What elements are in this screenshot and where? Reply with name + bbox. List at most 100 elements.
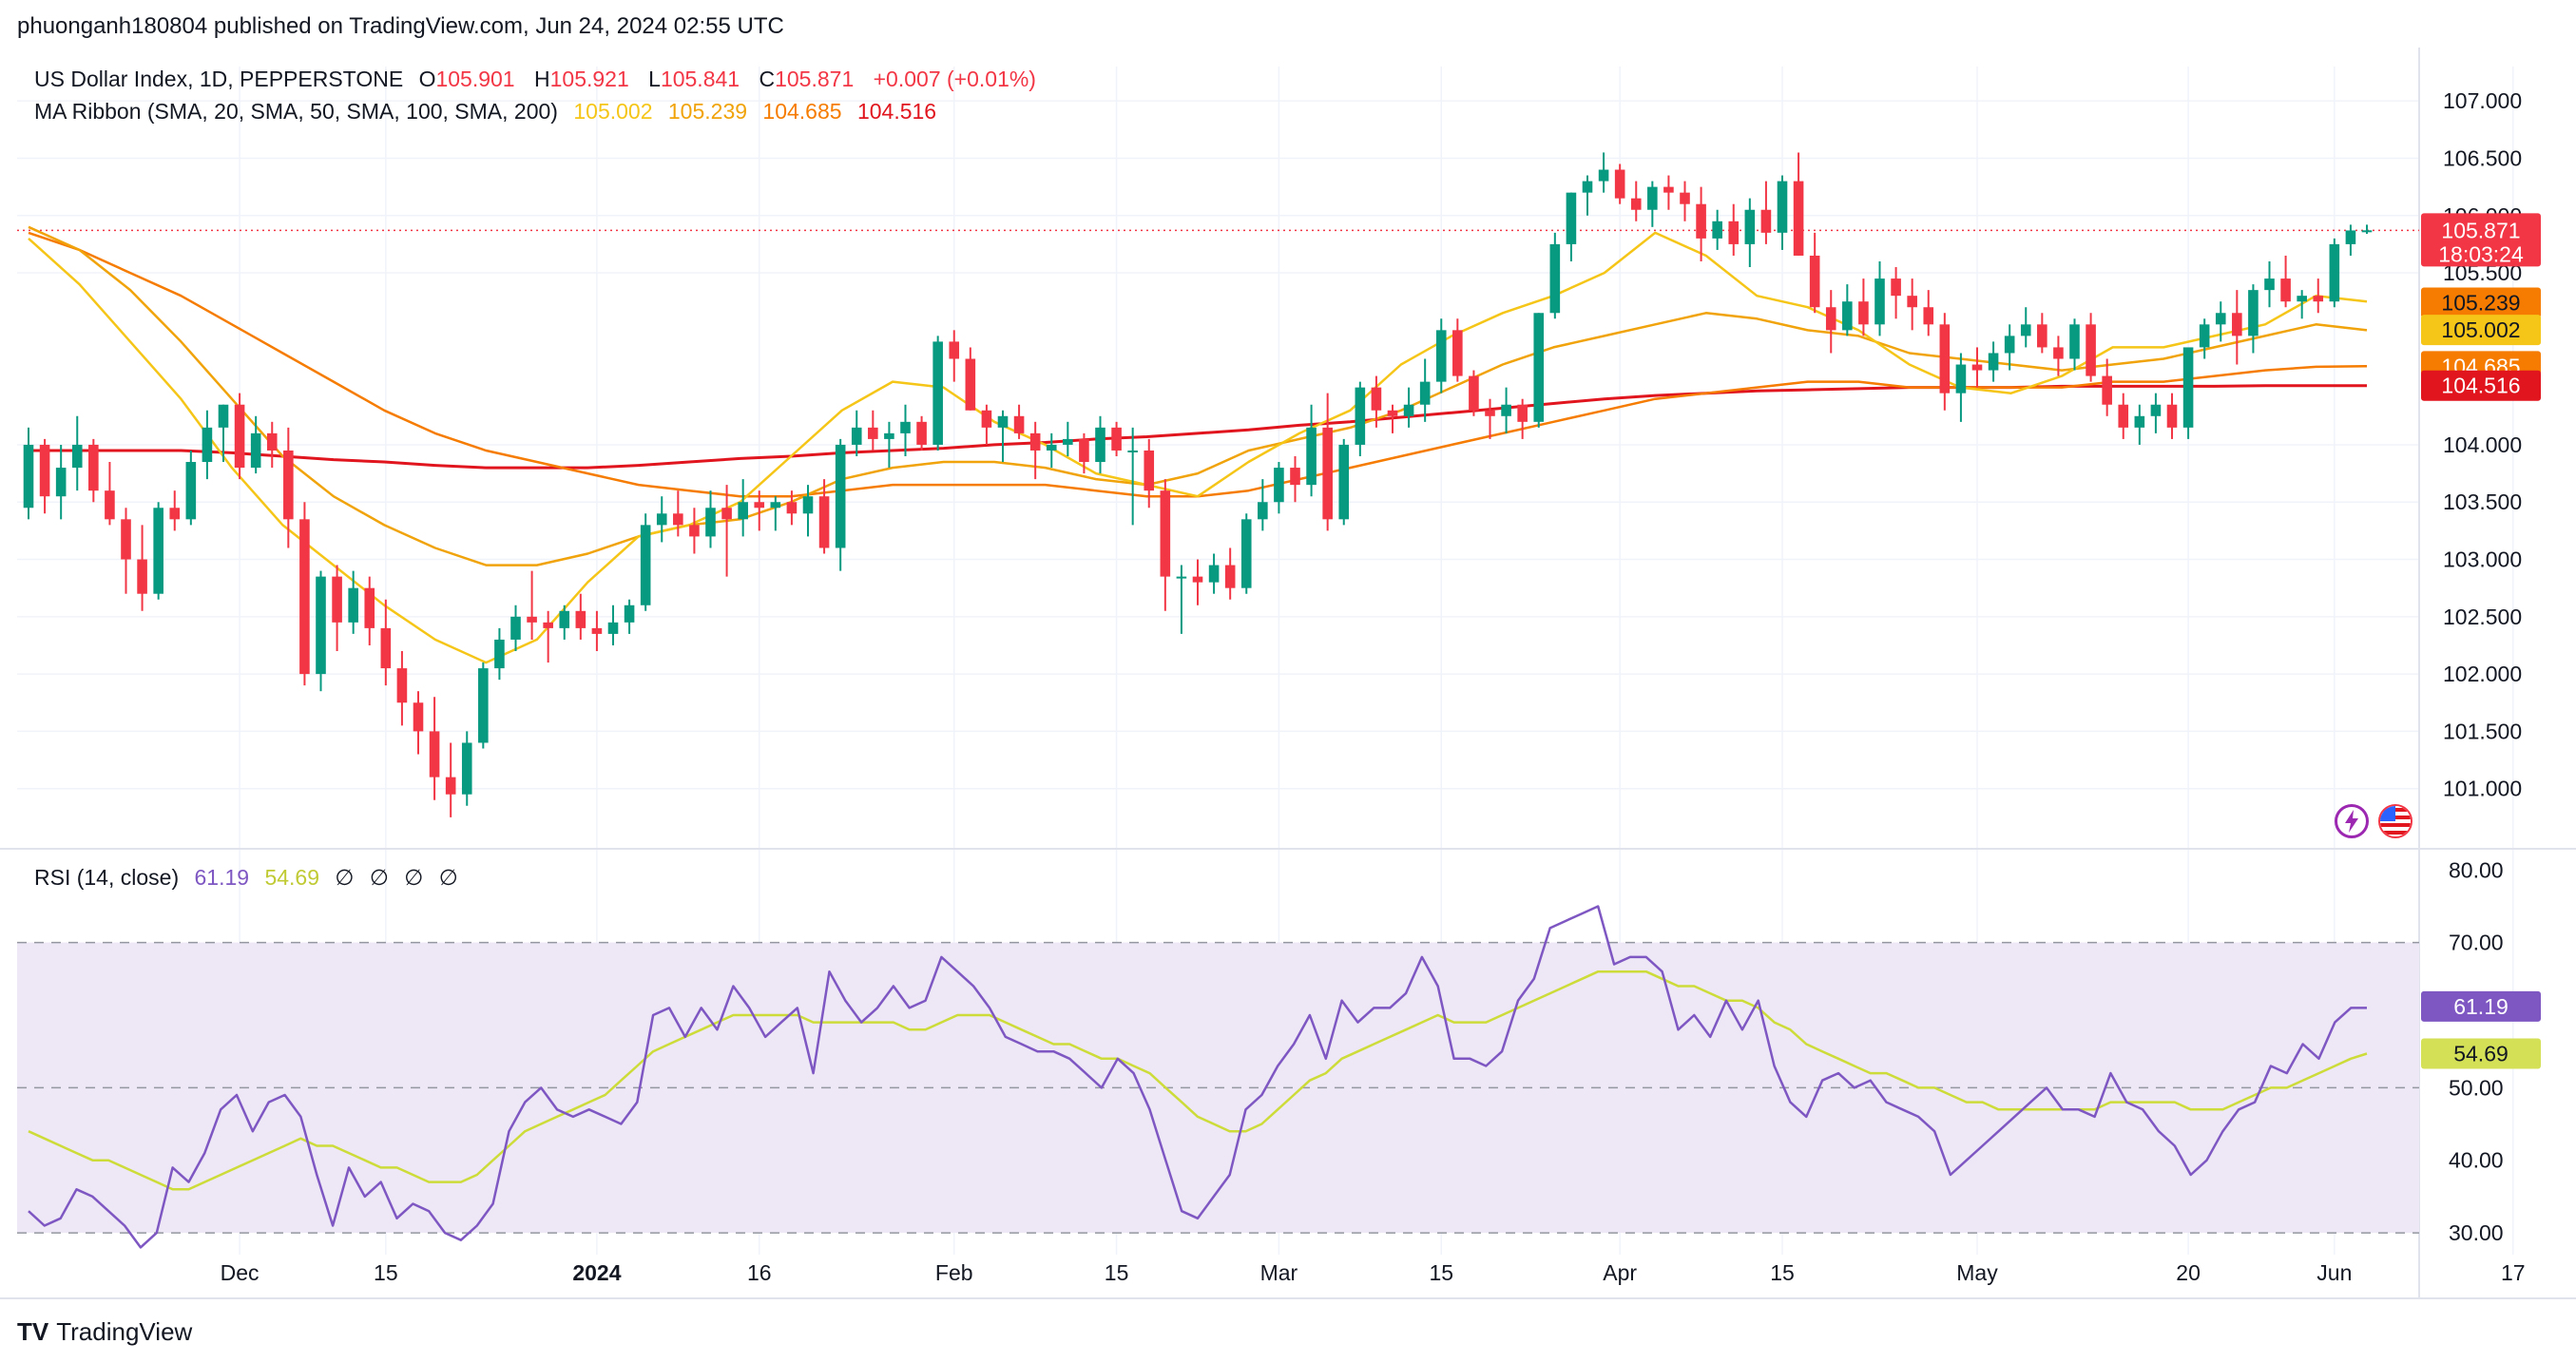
- candle-body: [1923, 307, 1934, 325]
- candle-body: [1696, 203, 1706, 239]
- candle-body: [250, 432, 261, 469]
- candle-body: [705, 508, 716, 537]
- candle-body: [1013, 415, 1025, 433]
- candle-body: [1809, 255, 1820, 308]
- candle-body: [1274, 468, 1284, 503]
- candles: [23, 152, 2373, 817]
- candle-body: [1549, 243, 1561, 314]
- time-tick-label: Mar: [1260, 1260, 1298, 1285]
- countdown-label: 18:03:24: [2438, 241, 2524, 266]
- time-tick-label: 15: [1105, 1260, 1129, 1285]
- open-key: O: [418, 67, 436, 91]
- candle-body: [1029, 432, 1041, 451]
- candle-body: [1939, 324, 1951, 394]
- sma20-line: [28, 231, 2368, 664]
- candle-body: [23, 444, 34, 509]
- candle-body: [429, 731, 440, 777]
- last-price-box-bg: [2421, 213, 2541, 267]
- candle-body: [802, 496, 814, 514]
- price-tick-label: 101.000: [2443, 777, 2522, 801]
- ma50-value: 105.239: [667, 99, 748, 124]
- ma-ribbon-title: MA Ribbon (SMA, 20, SMA, 50, SMA, 100, S…: [34, 99, 558, 124]
- candle-body: [39, 444, 50, 497]
- candle-body: [2182, 347, 2194, 428]
- candle-body: [1598, 169, 1609, 182]
- candle-body: [1907, 296, 1917, 308]
- candle-body: [607, 622, 619, 634]
- candle-body: [868, 427, 878, 439]
- us-flag-icon[interactable]: [2378, 804, 2413, 838]
- candle-body: [2069, 324, 2080, 359]
- candle-body: [121, 519, 131, 560]
- candle-body: [55, 468, 67, 497]
- candle-body: [624, 605, 635, 623]
- candle-body: [332, 576, 342, 623]
- candle-body: [949, 341, 960, 359]
- candle-body: [818, 496, 830, 548]
- candle-body: [835, 444, 846, 548]
- price-axis[interactable]: 107.000106.500106.000105.500104.000103.5…: [2443, 88, 2522, 801]
- close-value: 105.871: [775, 67, 855, 91]
- symbol-legend[interactable]: US Dollar Index, 1D, PEPPERSTONE O105.90…: [34, 67, 1049, 92]
- ma100-value: 104.685: [762, 99, 842, 124]
- candle-body: [413, 702, 424, 732]
- candle-body: [932, 341, 943, 445]
- time-axis[interactable]: Dec 15 2024 16 Feb 15 Mar 15 Apr 15 May 20 Jun 17: [221, 1260, 2526, 1285]
- candle-body: [396, 668, 408, 703]
- tradingview-brand[interactable]: TV TradingView: [17, 1317, 192, 1347]
- candle-body: [1387, 410, 1398, 416]
- candle-body: [1760, 209, 1772, 233]
- candle-body: [169, 508, 181, 520]
- low-value: 105.841: [660, 67, 740, 91]
- candle-body: [1630, 198, 1642, 210]
- candle-body: [900, 421, 911, 433]
- candle-body: [1240, 519, 1252, 588]
- candle-body: [266, 432, 278, 451]
- candle-body: [2199, 324, 2210, 348]
- rsi-tick-label: 80.00: [2449, 857, 2504, 882]
- time-tick-label: 2024: [572, 1260, 621, 1285]
- rsi-price-label: 61.19: [2453, 994, 2509, 1019]
- candle-body: [1258, 502, 1268, 520]
- lightning-icon[interactable]: [2335, 804, 2369, 838]
- candle-body: [348, 587, 358, 623]
- rsi-legend[interactable]: RSI (14, close) 61.19 54.69 ∅ ∅ ∅ ∅: [34, 865, 468, 891]
- candle-body: [1095, 427, 1105, 463]
- rsi-ma-value: 54.69: [264, 865, 320, 890]
- candle-body: [2134, 415, 2145, 428]
- candle-body: [1322, 427, 1333, 520]
- candle-body: [1208, 565, 1220, 583]
- candle-body: [981, 410, 992, 428]
- candle-body: [673, 513, 683, 526]
- ma20-price-label: 105.002: [2441, 317, 2520, 342]
- rsi-axis[interactable]: 80.00 70.00 50.00 40.00 30.00: [2449, 857, 2504, 1245]
- candle-body: [640, 525, 651, 605]
- candle-body: [1777, 181, 1788, 233]
- candle-body: [1079, 438, 1089, 463]
- candle-body: [1517, 404, 1528, 422]
- rsi-value: 61.19: [194, 865, 250, 890]
- candle-body: [591, 627, 603, 634]
- candle-body: [527, 616, 537, 623]
- candle-body: [884, 432, 894, 439]
- candle-body: [2102, 375, 2112, 405]
- candle-body: [2297, 296, 2307, 302]
- ma-ribbon-legend[interactable]: MA Ribbon (SMA, 20, SMA, 50, SMA, 100, S…: [34, 99, 946, 125]
- candle-body: [1046, 444, 1057, 451]
- time-tick-label: Dec: [221, 1260, 260, 1285]
- candle-body: [1306, 427, 1317, 486]
- candle-body: [364, 587, 375, 628]
- candle-body: [916, 421, 927, 445]
- candle-body: [2264, 278, 2275, 291]
- candle-body: [2215, 313, 2226, 325]
- candle-body: [1290, 468, 1300, 486]
- rsi-pane: [17, 941, 2419, 1234]
- close-key: C: [759, 67, 776, 91]
- candle-body: [2361, 230, 2373, 233]
- price-tick-label: 104.000: [2443, 432, 2522, 457]
- ma50-price-label: 105.239: [2441, 291, 2520, 316]
- rsi-ma-price-label: 54.69: [2453, 1042, 2509, 1066]
- rsi-tick-label: 30.00: [2449, 1220, 2504, 1245]
